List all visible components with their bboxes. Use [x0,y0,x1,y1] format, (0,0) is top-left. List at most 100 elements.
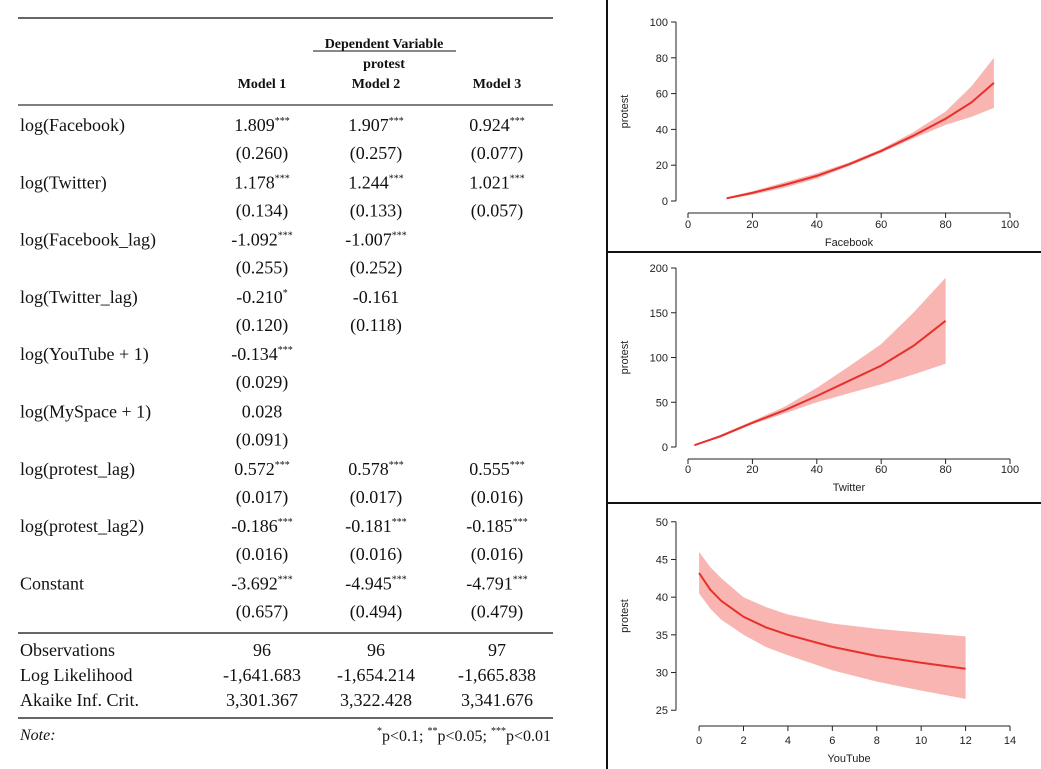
standard-error-value: (0.494) [350,601,403,622]
coefficient-value: -0.134*** [231,344,293,364]
row-label: log(YouTube + 1) [20,344,149,365]
stat-value: 96 [367,640,385,660]
stat-value: -1,641.683 [223,665,301,685]
dependent-variable-name: protest [363,57,405,72]
stat-label: Observations [20,640,115,660]
row-label: log(protest_lag2) [20,516,144,537]
x-tick-label: 20 [746,464,758,476]
standard-error-value: (0.016) [236,544,289,565]
y-axis-label: protest [619,341,631,375]
coefficient-rows: log(Facebook) 1.809*** 1.907*** 0.924*** (0.… [20,115,528,622]
coefficient-value: 0.555*** [469,459,525,479]
coefficient-value: -0.181*** [345,516,407,536]
y-tick-label: 40 [656,124,668,136]
standard-error-value: (0.257) [350,143,403,164]
note-label: Note: [19,727,56,744]
y-tick-label: 20 [656,160,668,172]
row-label: Constant [20,573,84,593]
stat-value: 3,341.676 [461,690,533,710]
y-tick-label: 0 [662,196,668,208]
x-tick-label: 20 [746,219,758,231]
y-tick-label: 100 [650,17,668,29]
standard-error-value: (0.657) [236,601,289,622]
x-tick-label: 80 [939,464,951,476]
standard-error-value: (0.016) [471,544,524,565]
coefficient-value: -1.007*** [345,230,407,250]
fitted-line [698,572,966,670]
row-label: log(Twitter) [20,172,107,193]
y-tick-label: 60 [656,89,668,101]
chart-facebook: 0 20 40 60 80 100 0 20 40 60 80 100 Facebook protest [619,17,1019,249]
x-tick-label: 8 [874,735,880,747]
coefficient-value: 0.924*** [469,115,525,135]
x-axis-label: Twitter [833,482,866,494]
coefficient-value: 1.021*** [469,172,525,192]
x-tick-label: 12 [959,735,971,747]
y-tick-label: 0 [662,442,668,454]
coefficient-value: 0.578*** [348,459,404,479]
standard-error-value: (0.120) [236,315,289,336]
standard-error-value: (0.479) [471,601,524,622]
standard-error-value: (0.029) [236,372,289,393]
y-tick-label: 25 [656,705,668,717]
x-axis-label: YouTube [827,753,870,765]
y-tick-label: 150 [650,308,668,320]
regression-table: Dependent Variable protest Model 1 Model … [18,17,553,745]
standard-error-value: (0.017) [236,487,289,508]
y-tick-label: 30 [656,668,668,680]
y-tick-label: 80 [656,53,668,65]
standard-error-value: (0.017) [350,487,403,508]
standard-error-value: (0.133) [350,200,403,221]
y-tick-label: 200 [650,263,668,275]
y-tick-label: 45 [656,554,668,566]
y-axis-label: protest [619,95,631,129]
coefficient-value: -1.092*** [231,230,293,250]
row-label: log(Twitter_lag) [20,287,138,308]
row-label: log(protest_lag) [20,459,135,480]
y-tick-label: 100 [650,353,668,365]
standard-error-value: (0.118) [350,315,402,336]
stat-value: 96 [253,640,271,660]
y-tick-label: 40 [656,592,668,604]
x-tick-label: 100 [1001,219,1019,231]
row-label: log(Facebook) [20,115,125,136]
confidence-band [699,551,966,699]
note-text: *p<0.1; **p<0.05; ***p<0.01 [377,726,551,745]
x-tick-label: 0 [685,219,691,231]
coefficient-value: 1.244*** [348,172,404,192]
y-axis-label: protest [619,599,631,633]
standard-error-value: (0.255) [236,258,289,279]
coefficient-value: 1.178*** [234,172,290,192]
x-tick-label: 6 [829,735,835,747]
confidence-band [726,57,994,200]
stat-label: Akaike Inf. Crit. [20,690,139,710]
x-tick-label: 0 [696,735,702,747]
coefficient-value: -3.692*** [231,573,293,593]
coefficient-value: 0.572*** [234,459,290,479]
coefficient-value: -0.186*** [231,516,293,536]
y-tick-label: 50 [656,517,668,529]
standard-error-value: (0.260) [236,143,289,164]
coefficient-value: -0.185*** [466,516,528,536]
standard-error-value: (0.091) [236,430,289,451]
x-axis-label: Facebook [825,237,874,249]
model-header: Model 1 [238,77,287,92]
standard-error-value: (0.077) [471,143,524,164]
coefficient-value: 0.028 [242,402,283,422]
chart-twitter: 0 50 100 150 200 0 20 40 60 80 100 Twitter protest [619,263,1019,494]
coefficient-value: -4.791*** [466,573,528,593]
stat-value: -1,665.838 [458,665,536,685]
row-label: log(MySpace + 1) [20,402,151,423]
coefficient-value: -0.161 [353,287,400,307]
model-header: Model 2 [352,77,401,92]
coefficient-value: 1.907*** [348,115,404,135]
y-tick-label: 35 [656,630,668,642]
standard-error-value: (0.134) [236,200,289,221]
stat-value: 3,322.428 [340,690,412,710]
x-tick-label: 100 [1001,464,1019,476]
model-headers: Model 1 Model 2 Model 3 [238,77,522,92]
fitted-line [694,320,947,447]
standard-error-value: (0.252) [350,258,403,279]
